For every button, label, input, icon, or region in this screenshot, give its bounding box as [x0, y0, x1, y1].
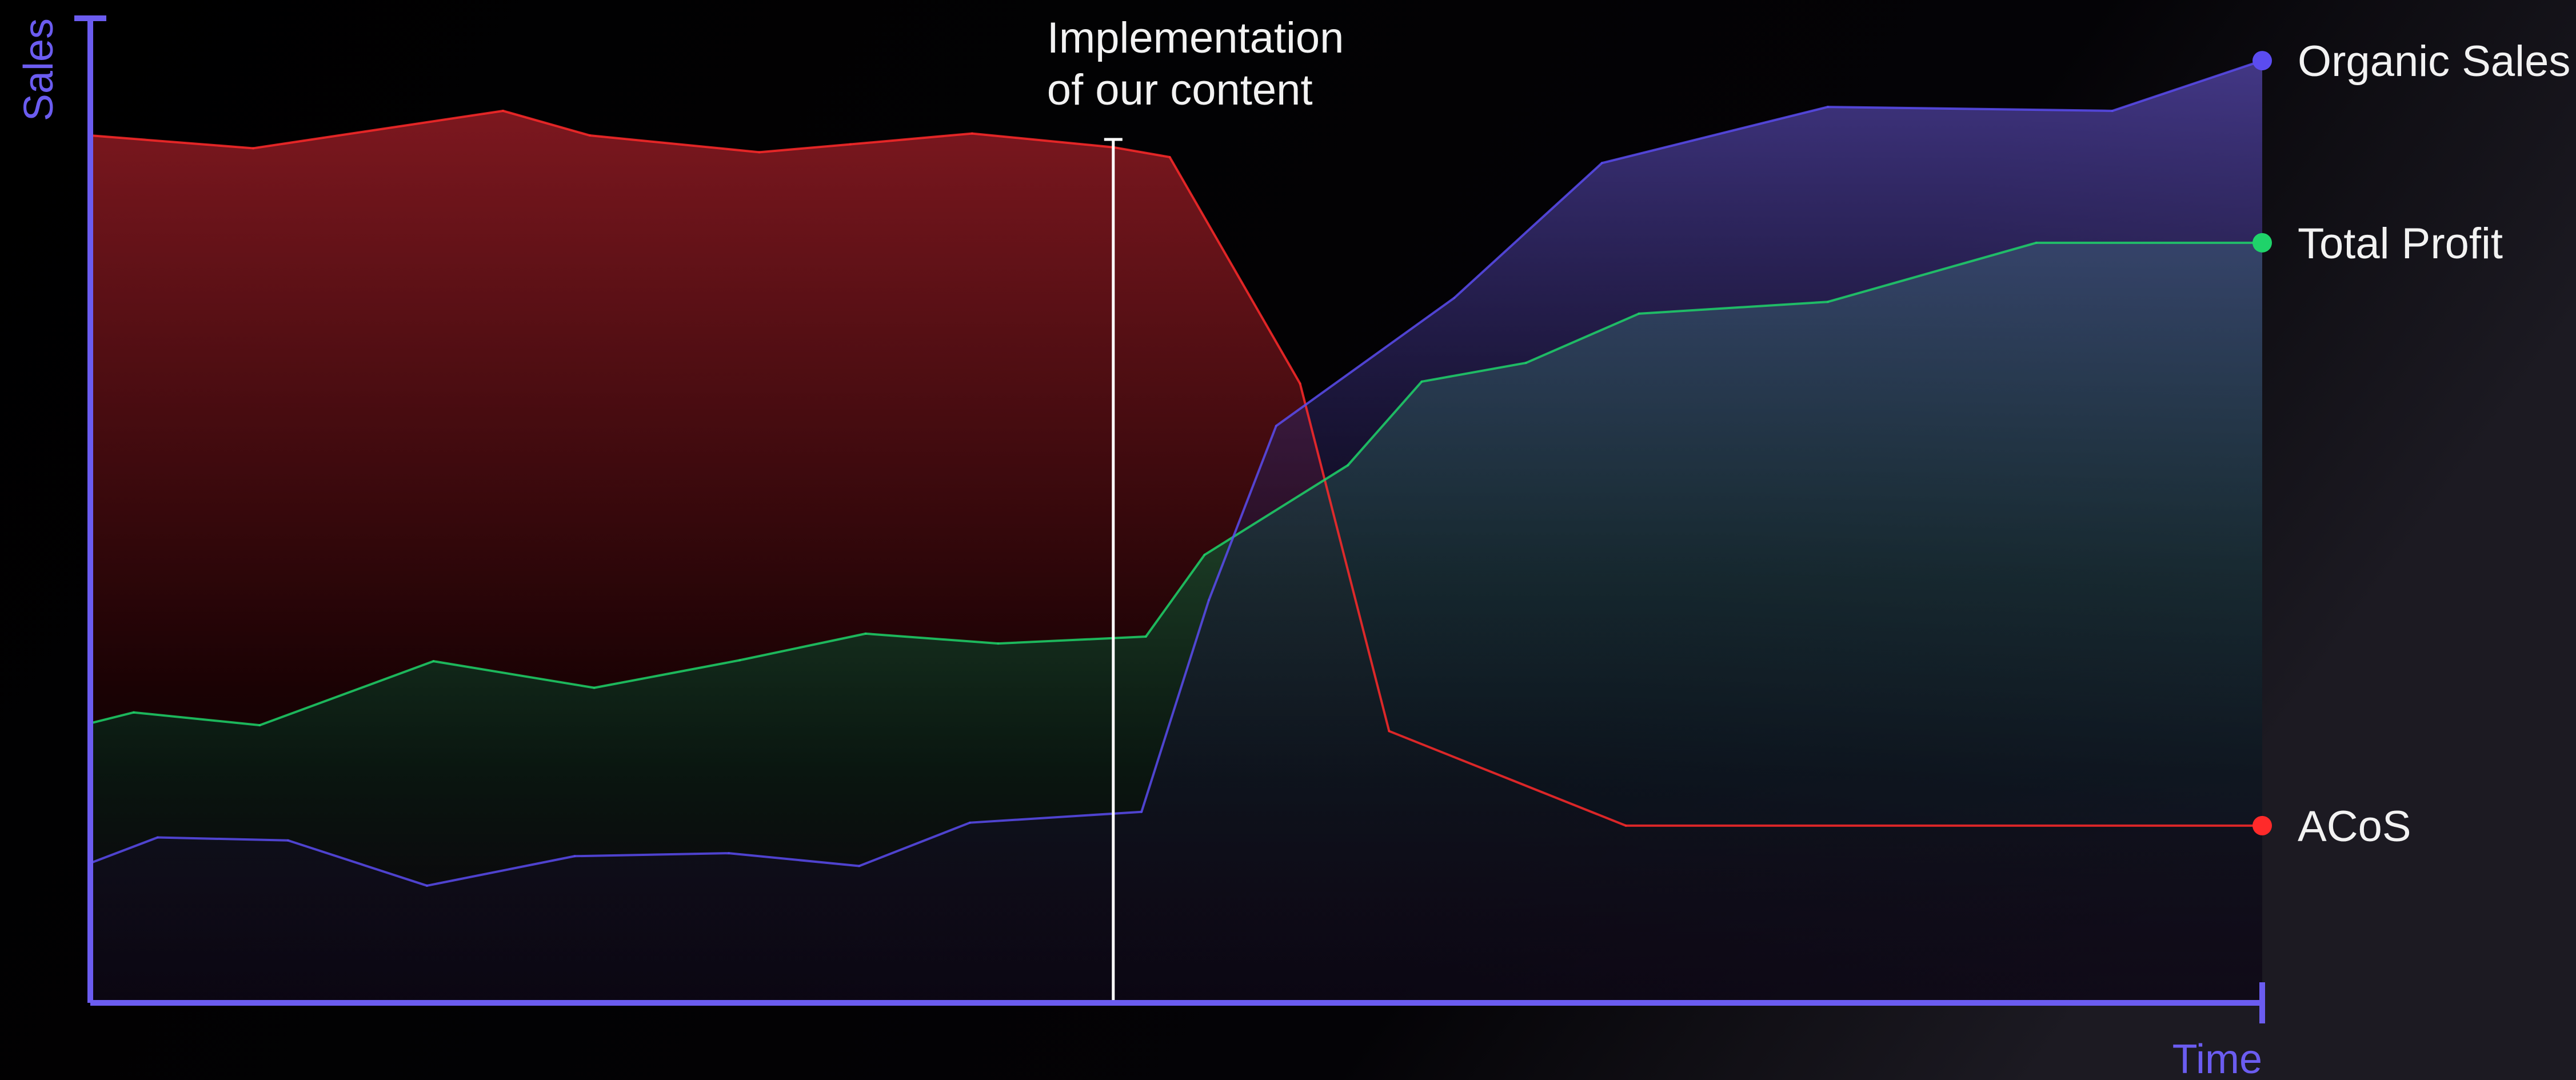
data-point-total-profit — [1827, 301, 1829, 303]
legend-label-total-profit: Total Profit — [2298, 219, 2503, 268]
data-point-organic-sales — [1275, 425, 1277, 427]
legend-dot-total-profit — [2252, 233, 2272, 253]
data-point-total-profit — [1347, 464, 1349, 467]
data-point-total-profit — [1203, 554, 1206, 557]
legend-dot-organic-sales — [2252, 51, 2272, 71]
data-point-organic-sales — [969, 821, 971, 824]
data-point-organic-sales — [573, 855, 576, 858]
data-point-total-profit — [2035, 241, 2038, 244]
data-point-acos — [849, 143, 852, 146]
data-point-total-profit — [258, 724, 261, 727]
data-point-total-profit — [1420, 380, 1423, 383]
data-point-organic-sales — [286, 839, 289, 842]
data-point-organic-sales — [1600, 162, 1603, 165]
data-point-total-profit — [1144, 635, 1147, 638]
data-point-organic-sales — [1208, 599, 1210, 602]
data-point-organic-sales — [1827, 106, 1829, 109]
data-point-acos — [502, 109, 504, 112]
data-point-organic-sales — [426, 884, 428, 887]
legend-label-organic-sales: Organic Sales — [2298, 37, 2570, 86]
data-point-organic-sales — [2111, 109, 2114, 112]
legend-label-acos: ACoS — [2298, 802, 2411, 851]
y-axis-label: Sales — [16, 18, 62, 121]
annotation-line-2: of our content — [1047, 66, 1313, 114]
data-point-total-profit — [133, 711, 135, 714]
data-point-total-profit — [1638, 312, 1640, 315]
data-point-total-profit — [997, 642, 1000, 645]
data-point-acos — [252, 147, 254, 150]
data-point-acos — [758, 151, 761, 154]
data-point-total-profit — [738, 659, 741, 662]
data-point-organic-sales — [858, 865, 861, 867]
series-area-organic-sales — [90, 61, 2262, 1003]
data-point-acos — [1299, 382, 1301, 385]
data-point-acos — [971, 132, 973, 135]
data-point-organic-sales — [1140, 810, 1143, 813]
data-point-acos — [589, 134, 591, 137]
data-point-total-profit — [432, 660, 435, 663]
data-point-total-profit — [593, 686, 596, 689]
series-line-organic-sales — [90, 59, 2263, 887]
data-point-organic-sales — [1453, 297, 1456, 299]
data-point-organic-sales — [728, 852, 730, 855]
data-point-acos — [1388, 730, 1391, 733]
data-point-acos — [1624, 824, 1627, 827]
annotation-line-1: Implementation — [1047, 14, 1344, 62]
data-point-acos — [1168, 155, 1171, 158]
x-axis-label: Time — [2172, 1037, 2262, 1080]
legend-dot-acos — [2252, 815, 2272, 835]
data-point-total-profit — [864, 632, 867, 635]
data-point-total-profit — [1524, 362, 1527, 365]
data-point-organic-sales — [156, 836, 159, 839]
